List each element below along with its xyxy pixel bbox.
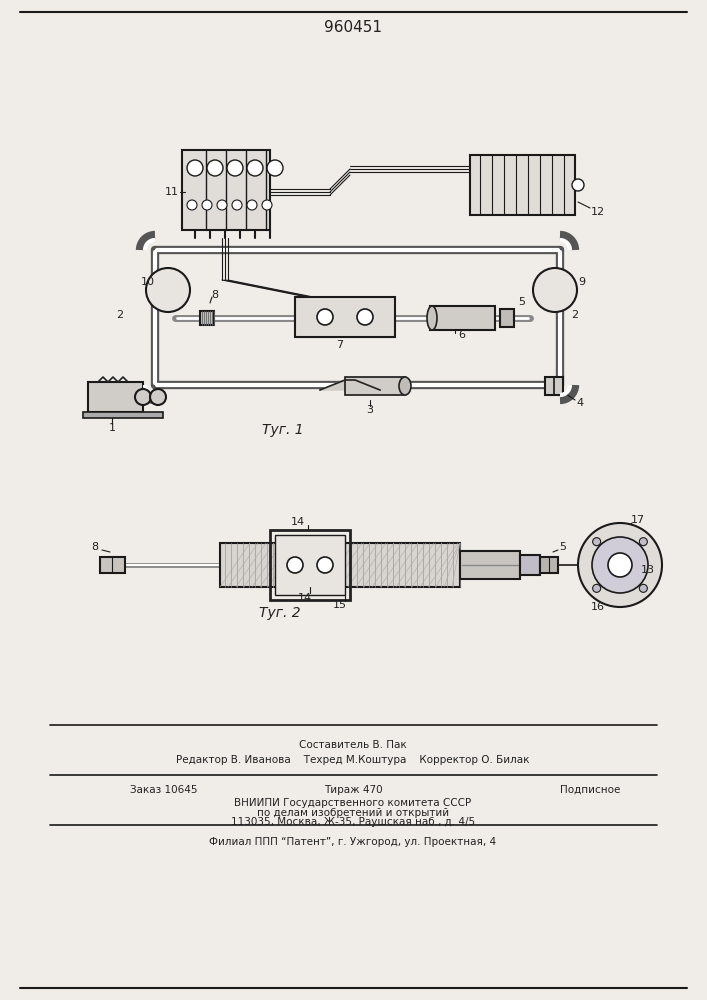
Bar [520, 555, 540, 575]
Bar [470, 155, 575, 215]
Text: Редактор В. Иванова    Техред М.Коштура    Корректор О. Билак: Редактор В. Иванова Техред М.Коштура Кор… [176, 755, 530, 765]
Text: Заказ 10645: Заказ 10645 [130, 785, 197, 795]
Text: Τуг. 2: Τуг. 2 [259, 606, 300, 620]
Circle shape [187, 160, 203, 176]
Circle shape [357, 309, 373, 325]
Text: 7: 7 [337, 340, 344, 350]
Text: 8: 8 [91, 542, 98, 552]
Circle shape [247, 200, 257, 210]
Polygon shape [320, 380, 380, 390]
Circle shape [639, 584, 648, 592]
Bar [275, 535, 345, 595]
Bar [182, 150, 270, 230]
Text: 11: 11 [165, 187, 179, 197]
Text: Подписное: Подписное [560, 785, 620, 795]
Circle shape [232, 200, 242, 210]
Bar [220, 543, 460, 587]
Circle shape [317, 557, 333, 573]
Bar [88, 382, 143, 412]
Circle shape [578, 523, 662, 607]
Text: 14: 14 [298, 593, 312, 603]
Circle shape [639, 538, 648, 546]
Circle shape [262, 200, 272, 210]
Text: Τуг. 1: Τуг. 1 [262, 423, 304, 437]
Text: 14: 14 [291, 517, 305, 527]
Text: 6: 6 [459, 330, 465, 340]
Circle shape [608, 553, 632, 577]
Text: Составитель В. Пак: Составитель В. Пак [299, 740, 407, 750]
Text: 5: 5 [518, 297, 525, 307]
Ellipse shape [399, 377, 411, 395]
Bar [540, 557, 558, 573]
Text: 2: 2 [117, 310, 124, 320]
Circle shape [267, 160, 283, 176]
Circle shape [202, 200, 212, 210]
Bar [83, 412, 163, 418]
Text: 16: 16 [591, 602, 605, 612]
Text: 8: 8 [211, 290, 218, 300]
Text: 3: 3 [366, 405, 373, 415]
Bar [200, 311, 214, 325]
Text: 2: 2 [571, 310, 578, 320]
Circle shape [217, 200, 227, 210]
Text: 1: 1 [108, 423, 115, 433]
Text: 17: 17 [631, 515, 645, 525]
Bar [270, 530, 350, 600]
Circle shape [135, 389, 151, 405]
Circle shape [247, 160, 263, 176]
Bar [345, 377, 405, 395]
Circle shape [592, 538, 601, 546]
Bar [295, 297, 395, 337]
Text: 5: 5 [559, 542, 566, 552]
Text: ВНИИПИ Государственного комитета СССР: ВНИИПИ Государственного комитета СССР [235, 798, 472, 808]
Bar [500, 309, 514, 327]
Ellipse shape [427, 306, 437, 330]
Circle shape [287, 557, 303, 573]
Text: по делам изобретений и открытий: по делам изобретений и открытий [257, 808, 449, 818]
Circle shape [592, 584, 601, 592]
Text: Филиал ППП “Патент”, г. Ужгород, ул. Проектная, 4: Филиал ППП “Патент”, г. Ужгород, ул. Про… [209, 837, 496, 847]
Text: 15: 15 [333, 600, 347, 610]
Bar [460, 551, 520, 579]
Circle shape [187, 200, 197, 210]
Text: 13: 13 [641, 565, 655, 575]
Text: 4: 4 [576, 398, 583, 408]
Circle shape [572, 179, 584, 191]
Circle shape [146, 268, 190, 312]
Text: 12: 12 [591, 207, 605, 217]
Text: 113035, Москва, Ж-35, Раушская наб., д. 4/5: 113035, Москва, Ж-35, Раушская наб., д. … [231, 817, 475, 827]
Bar [545, 377, 563, 395]
Text: Тираж 470: Тираж 470 [324, 785, 382, 795]
Circle shape [592, 537, 648, 593]
Bar [430, 306, 495, 330]
Text: 960451: 960451 [324, 20, 382, 35]
Circle shape [227, 160, 243, 176]
Text: 9: 9 [578, 277, 585, 287]
Circle shape [317, 309, 333, 325]
Circle shape [207, 160, 223, 176]
Text: 10: 10 [141, 277, 155, 287]
Bar [100, 557, 125, 573]
Circle shape [150, 389, 166, 405]
Circle shape [533, 268, 577, 312]
